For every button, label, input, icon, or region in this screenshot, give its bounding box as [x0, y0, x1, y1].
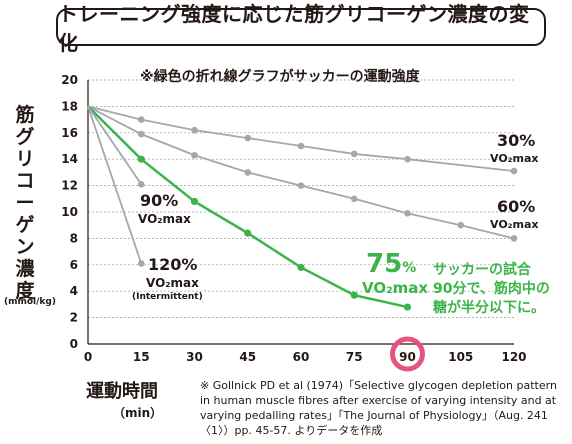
- series-0-label-1: VO₂max: [490, 152, 538, 165]
- series-0-point: [511, 168, 518, 175]
- series-2-label-1: VO₂max: [362, 279, 428, 297]
- y-tick-label: 10: [61, 205, 78, 219]
- series-1-point: [298, 182, 305, 189]
- x-tick-label: 90: [399, 350, 416, 364]
- series-1-point: [191, 152, 198, 159]
- series-2-point: [297, 264, 304, 271]
- annotation-line-3: 糖が半分以下に。: [433, 299, 545, 316]
- series-0-point: [298, 143, 305, 150]
- series-1-point: [244, 169, 251, 176]
- y-tick-label: 16: [61, 126, 78, 140]
- x-tick-label: 75: [346, 350, 363, 364]
- series-0-point: [138, 116, 145, 123]
- series-4-label-2: (Intermittent): [132, 292, 203, 302]
- series-3-point: [138, 181, 145, 188]
- series-2-label-0: 75%: [366, 249, 416, 279]
- y-tick-label: 8: [70, 231, 78, 245]
- y-tick-label: 18: [61, 99, 78, 113]
- series-0-point: [191, 127, 198, 134]
- series-4-point: [138, 260, 145, 267]
- x-tick-label: 105: [448, 350, 473, 364]
- x-tick-label: 120: [501, 350, 526, 364]
- x-tick-label: 60: [293, 350, 310, 364]
- x-tick-label: 45: [239, 350, 256, 364]
- y-tick-label: 20: [61, 73, 78, 87]
- series-2-point: [191, 198, 198, 205]
- series-2-point: [244, 230, 251, 237]
- y-tick-label: 0: [70, 337, 78, 351]
- series-1-point: [404, 210, 411, 217]
- y-tick-label: 14: [61, 152, 78, 166]
- series-1-point: [138, 131, 145, 138]
- series-0-point: [404, 156, 411, 163]
- series-4-label-0: 120%: [148, 255, 197, 274]
- y-tick-label: 4: [70, 284, 78, 298]
- x-tick-label: 0: [84, 350, 92, 364]
- series-4-label-1: VO₂max: [146, 276, 199, 290]
- series-1-point: [351, 196, 358, 203]
- series-0-label-0: 30%: [497, 131, 535, 150]
- y-tick-label: 12: [61, 179, 78, 193]
- series-0-point: [244, 135, 251, 142]
- series-2-point: [138, 156, 145, 163]
- y-tick-label: 6: [70, 258, 78, 272]
- series-3-label-0: 90%: [140, 191, 178, 210]
- series-1-label-1: VO₂max: [490, 218, 538, 231]
- series-3-label-1: VO₂max: [138, 212, 191, 226]
- series-2-point: [404, 303, 411, 310]
- series-1-point: [457, 222, 464, 229]
- series-1-point: [511, 235, 518, 242]
- annotation-line-1: サッカーの試合: [433, 261, 532, 278]
- y-tick-label: 2: [70, 311, 78, 325]
- series-0-point: [351, 151, 358, 158]
- annotation-line-2: 90分で、筋肉中の: [433, 280, 550, 297]
- x-tick-label: 30: [186, 350, 203, 364]
- x-tick-label: 15: [133, 350, 150, 364]
- series-1-label-0: 60%: [497, 197, 535, 216]
- series-2-point: [351, 292, 358, 299]
